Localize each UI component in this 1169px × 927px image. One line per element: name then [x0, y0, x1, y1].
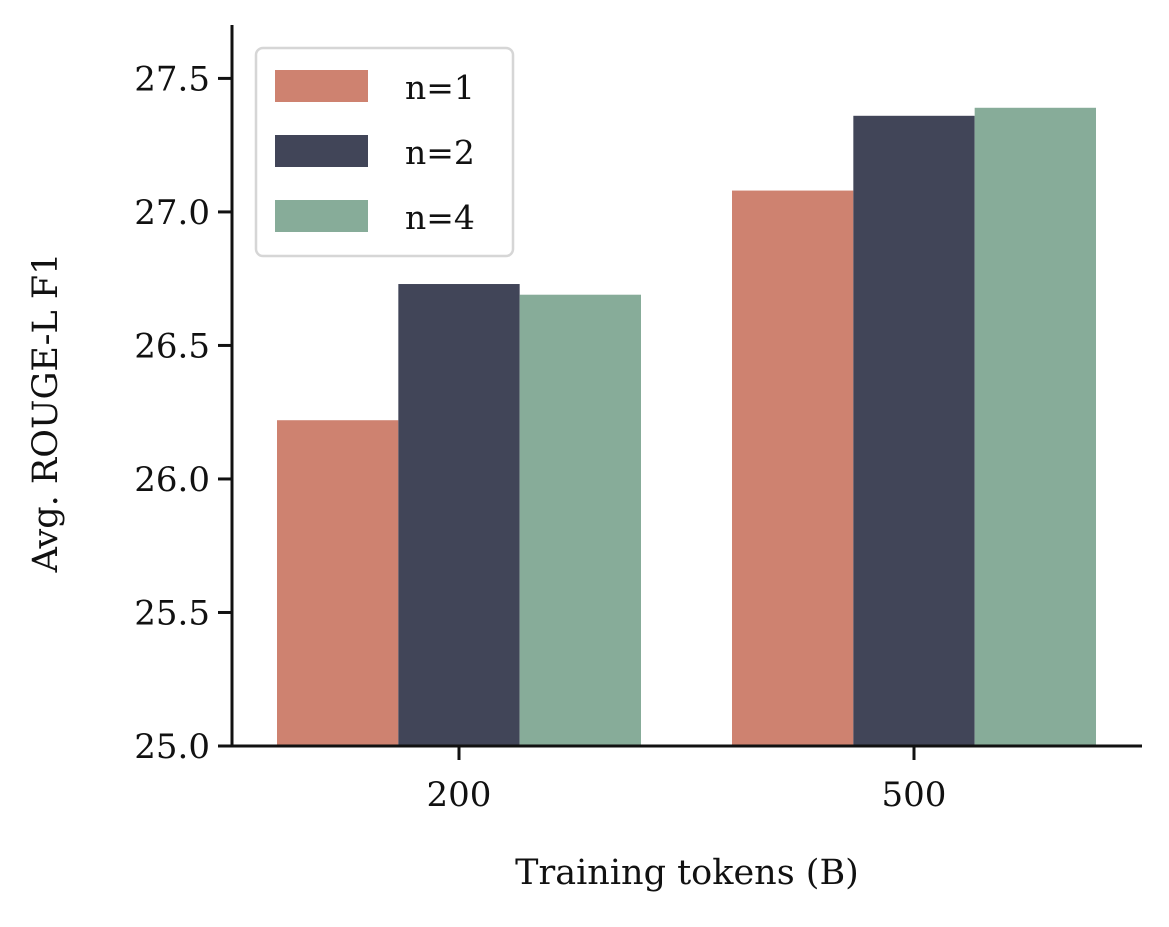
bars-group [277, 107, 1096, 746]
bar-n1-200 [277, 420, 399, 746]
legend-swatch-n1 [275, 70, 368, 102]
x-tick-label: 200 [427, 775, 492, 815]
y-tick-label: 27.0 [134, 193, 210, 233]
axes-group [230, 25, 1142, 748]
y-tick-label: 26.5 [134, 326, 210, 366]
legend-swatch-n4 [275, 200, 368, 232]
x-axis-title: Training tokens (B) [515, 853, 859, 893]
bar-n4-500 [974, 107, 1096, 746]
y-axis-title: Avg. ROUGE-L F1 [26, 253, 66, 574]
legend-label-n2: n=2 [405, 133, 475, 172]
legend: n=1 n=2 n=4 [254, 46, 515, 258]
legend-label-n4: n=4 [405, 198, 475, 237]
y-tick-label: 25.0 [134, 727, 210, 767]
bar-n2-500 [853, 115, 975, 746]
y-tick-label: 25.5 [134, 593, 210, 633]
ticks-group: 25.0 25.5 26.0 26.5 27.0 27.5 200 500 [134, 59, 946, 815]
bar-n4-200 [519, 294, 641, 746]
bar-n2-200 [398, 284, 520, 746]
bar-n1-500 [732, 190, 854, 746]
legend-label-n1: n=1 [405, 68, 475, 107]
x-tick-label: 500 [882, 775, 947, 815]
y-tick-label: 26.0 [134, 460, 210, 500]
legend-swatch-n2 [275, 135, 368, 167]
y-tick-label: 27.5 [134, 59, 210, 99]
